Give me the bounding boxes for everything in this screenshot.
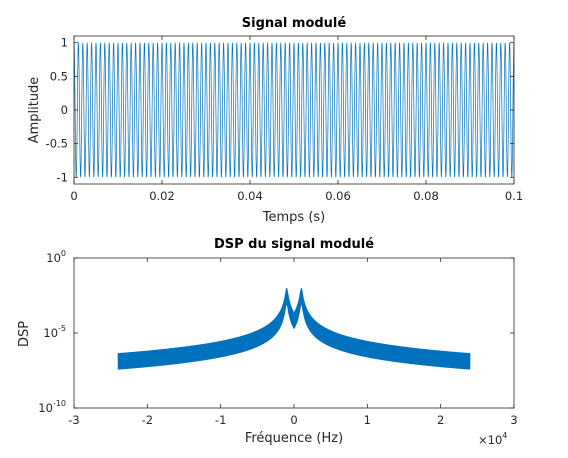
dsp-axes-box [73, 257, 515, 409]
dsp-ticks: -3 -2 -1 0 1 2 3 10-10 10-5 100 [38, 249, 517, 427]
dsp-y-tick-label: 10-10 [38, 399, 66, 415]
dsp-plot-area [117, 288, 471, 370]
signal-ticks: 0 0.02 0.04 0.06 0.08 0.1 -1 -0.5 0 0.5 1 [46, 36, 524, 203]
signal-y-tick-label: 1 [61, 36, 68, 50]
signal-subplot: Signal modulé Temps (s) Amplitude 0 0.02 0… [27, 16, 523, 225]
dsp-y-tick-label: 100 [46, 249, 66, 265]
signal-title: Signal modulé [242, 16, 347, 31]
dsp-x-tick-label: 0 [290, 413, 297, 427]
signal-series-line [73, 42, 515, 178]
dsp-x-tick-label: -3 [68, 413, 79, 427]
signal-ylabel: Amplitude [27, 77, 42, 144]
dsp-subplot: DSP du signal modulé Fréquence (Hz) DSP … [17, 237, 518, 447]
dsp-x-tick-label: 2 [437, 413, 444, 427]
dsp-x-exponent-base: ×10 [478, 433, 502, 447]
signal-x-tick-label: 0.06 [325, 189, 351, 203]
signal-x-tick-label: 0.08 [413, 189, 439, 203]
dsp-y-tick-label: 10-5 [43, 324, 66, 340]
signal-x-tick-label: 0.1 [505, 189, 523, 203]
signal-x-tick-label: 0 [70, 189, 77, 203]
signal-y-tick-label: -0.5 [46, 137, 68, 151]
dsp-x-tick-label: 1 [364, 413, 371, 427]
signal-x-tick-label: 0.04 [237, 189, 263, 203]
dsp-x-exponent: ×104 [478, 431, 507, 447]
signal-plot-area [73, 42, 515, 178]
dsp-x-tick-label: -2 [142, 413, 153, 427]
signal-y-tick-label: 0 [61, 103, 68, 117]
signal-x-tick-label: 0.02 [149, 189, 175, 203]
dsp-series-line [117, 288, 471, 370]
signal-xlabel: Temps (s) [262, 210, 325, 225]
signal-axes-box [73, 35, 515, 185]
dsp-x-tick-label: 3 [510, 413, 517, 427]
dsp-x-exponent-power: 4 [502, 431, 507, 440]
dsp-ylabel: DSP [17, 321, 32, 347]
dsp-title: DSP du signal modulé [214, 237, 374, 252]
signal-y-tick-label: 0.5 [50, 69, 68, 83]
dsp-xlabel: Fréquence (Hz) [245, 431, 343, 446]
signal-y-tick-label: -1 [57, 170, 68, 184]
dsp-x-tick-label: -1 [215, 413, 226, 427]
